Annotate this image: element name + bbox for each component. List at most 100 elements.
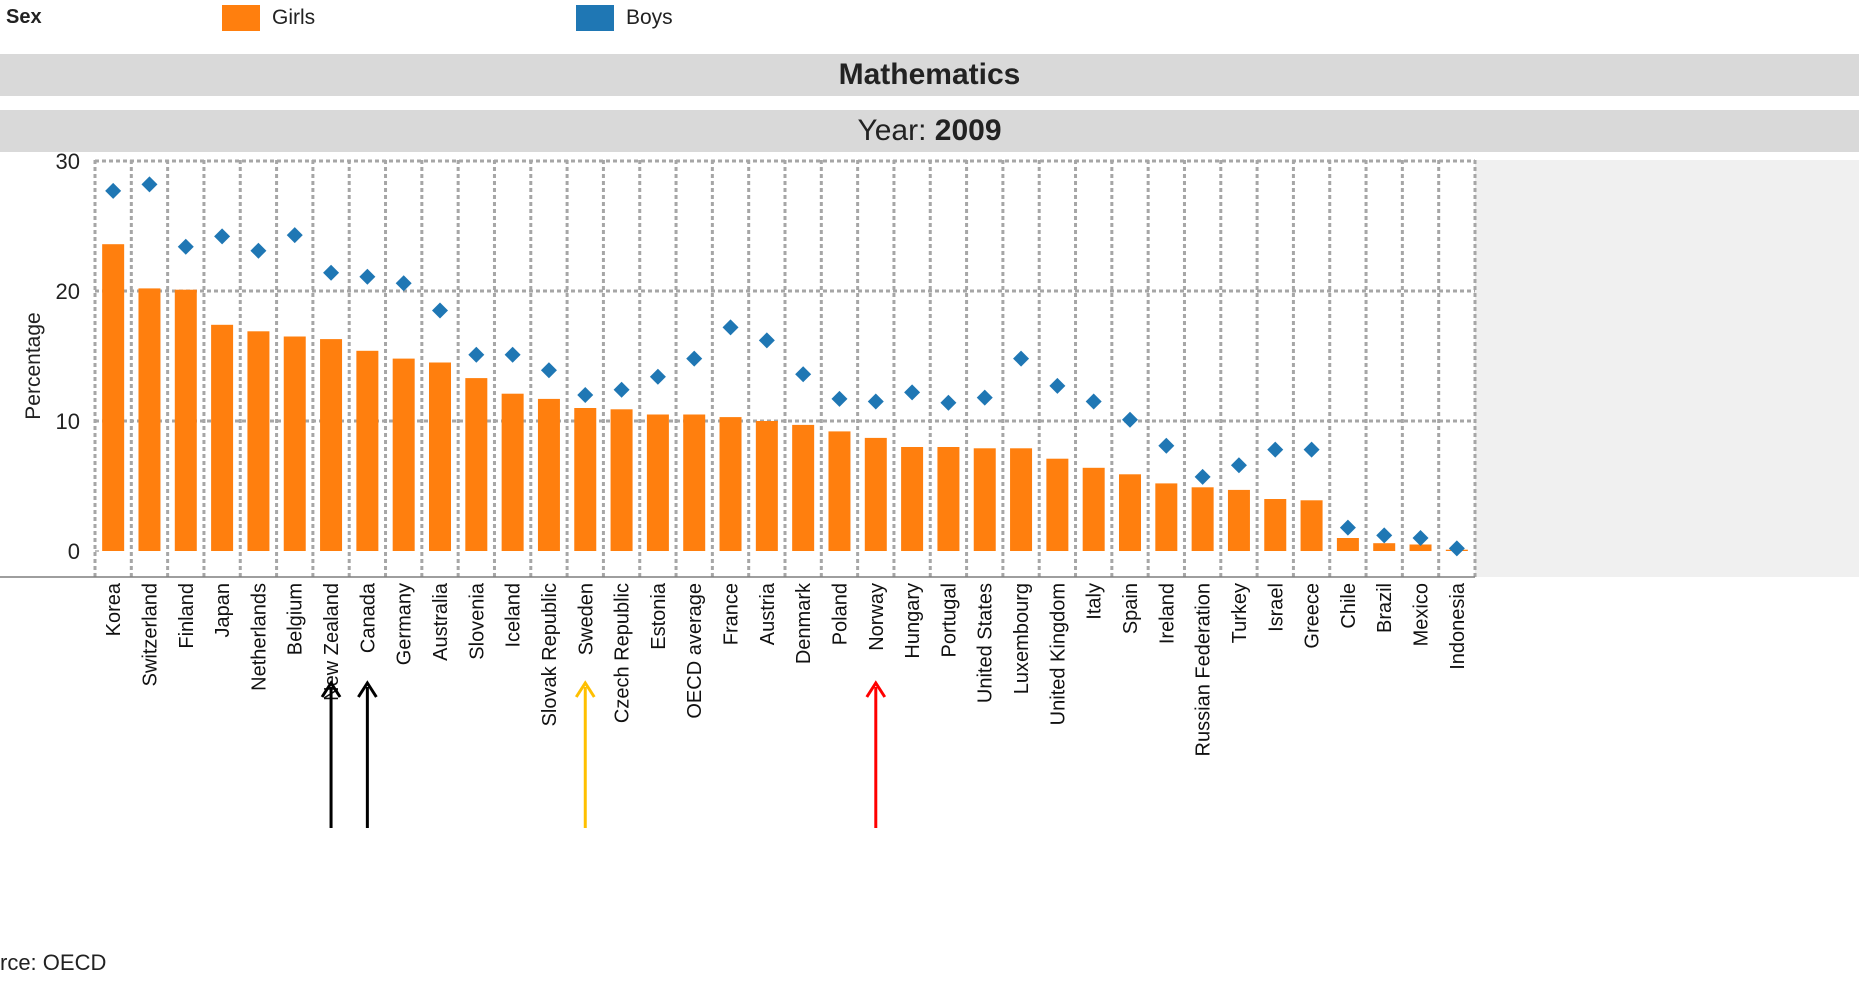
x-tick-label: Greece	[1302, 583, 1324, 649]
bar-luxembourg	[1010, 448, 1033, 551]
marker-portugal	[940, 394, 957, 411]
marker-spain	[1122, 411, 1138, 428]
annotation-arrowhead-new-zealand	[320, 680, 342, 698]
bar-united-kingdom	[1046, 458, 1069, 551]
bar-israel	[1264, 499, 1287, 551]
bar-australia	[429, 362, 451, 551]
marker-poland	[831, 390, 848, 407]
x-tick-label: Chile	[1338, 583, 1360, 629]
source-note: rce: OECD	[0, 950, 107, 975]
marker-switzerland	[141, 176, 158, 193]
bar-slovak-republic	[537, 398, 560, 551]
girls-swatch	[222, 5, 260, 31]
bar-sweden	[574, 408, 597, 551]
marker-ireland	[1158, 437, 1175, 454]
annotation-arrowhead-norway	[865, 680, 887, 698]
x-tick-label: Poland	[829, 583, 851, 645]
x-tick-label: Czech Republic	[612, 583, 634, 723]
year-label: Year:	[857, 114, 927, 147]
marker-finland	[177, 238, 194, 255]
marker-sweden	[577, 387, 594, 403]
y-tick-label: 0	[68, 539, 80, 564]
x-tick-label: Slovak Republic	[539, 583, 561, 726]
marker-turkey	[1230, 457, 1247, 474]
x-tick-label: Japan	[212, 583, 234, 638]
marker-united-kingdom	[1049, 377, 1066, 394]
y-tick-label: 10	[56, 409, 80, 434]
bar-mexico	[1409, 544, 1432, 551]
x-tick-label: Denmark	[793, 582, 815, 664]
legend-label-boys: Boys	[626, 6, 673, 29]
marker-iceland	[504, 346, 521, 363]
bar-spain	[1119, 474, 1141, 551]
x-tick-label: Turkey	[1229, 583, 1251, 643]
marker-chile	[1339, 519, 1356, 536]
x-tick-label: Belgium	[285, 583, 307, 655]
annotation-arrowhead-sweden	[575, 680, 596, 698]
marker-australia	[432, 302, 448, 319]
bar-slovenia	[465, 378, 488, 551]
marker-italy	[1085, 393, 1102, 410]
x-tick-label: Spain	[1120, 583, 1142, 634]
bar-turkey	[1227, 489, 1250, 551]
legend-label-girls: Girls	[272, 6, 316, 29]
bar-united-states	[973, 448, 996, 551]
x-tick-label: Hungary	[902, 583, 924, 659]
legend-title: Sex	[6, 6, 42, 28]
marker-brazil	[1376, 527, 1393, 544]
x-tick-label: Switzerland	[139, 583, 161, 686]
marker-norway	[867, 393, 884, 410]
bar-korea	[102, 244, 125, 551]
x-tick-label: Italy	[1084, 583, 1106, 620]
x-tick-label: France	[721, 583, 743, 645]
x-tick-label: New Zealand	[321, 583, 343, 701]
bar-finland	[174, 289, 197, 551]
subject-header: Mathematics	[0, 54, 1859, 96]
bar-norway	[864, 437, 887, 551]
x-tick-label: Netherlands	[248, 583, 270, 691]
bar-germany	[392, 358, 415, 551]
legend-item-boys: Boys	[576, 4, 673, 32]
year-header: Year: 2009	[0, 110, 1859, 152]
bar-portugal	[937, 447, 960, 551]
year-value: 2009	[934, 114, 1002, 147]
subject-title: Mathematics	[838, 58, 1021, 91]
x-tick-label: Sweden	[575, 583, 597, 655]
x-tick-label: Portugal	[938, 583, 960, 658]
bar-new-zealand	[320, 339, 343, 551]
x-tick-label: United Kingdom	[1047, 583, 1069, 725]
x-tick-label: Ireland	[1156, 583, 1178, 644]
bar-iceland	[501, 393, 524, 551]
bar-belgium	[283, 336, 306, 551]
x-tick-label: Austria	[757, 582, 779, 645]
x-tick-label: Korea	[103, 582, 125, 636]
x-tick-label: Israel	[1265, 583, 1287, 632]
bar-denmark	[792, 424, 815, 551]
marker-estonia	[649, 368, 666, 385]
bar-poland	[828, 431, 851, 551]
bar-france	[719, 417, 742, 551]
marker-mexico	[1412, 530, 1429, 546]
marker-denmark	[795, 366, 812, 383]
marker-slovak-republic	[540, 362, 557, 379]
x-tick-label: Australia	[430, 582, 452, 661]
x-tick-label: Iceland	[503, 583, 525, 648]
marker-germany	[395, 275, 412, 292]
bar-ireland	[1155, 483, 1178, 551]
marker-united-states	[976, 389, 993, 406]
x-tick-label: Indonesia	[1447, 582, 1469, 670]
marker-canada	[359, 268, 376, 285]
bar-netherlands	[247, 331, 270, 551]
bar-greece	[1300, 500, 1323, 551]
annotation-arrowhead-canada	[357, 680, 378, 698]
legend-item-girls: Girls	[222, 4, 315, 32]
marker-korea	[105, 182, 122, 199]
marker-russian-federation	[1194, 468, 1211, 485]
plot-side-panel	[1475, 160, 1859, 577]
bar-russian-federation	[1191, 487, 1214, 551]
bar-brazil	[1373, 543, 1396, 551]
boys-swatch	[576, 5, 614, 31]
bar-austria	[755, 421, 778, 551]
marker-oecd-average	[686, 350, 703, 367]
